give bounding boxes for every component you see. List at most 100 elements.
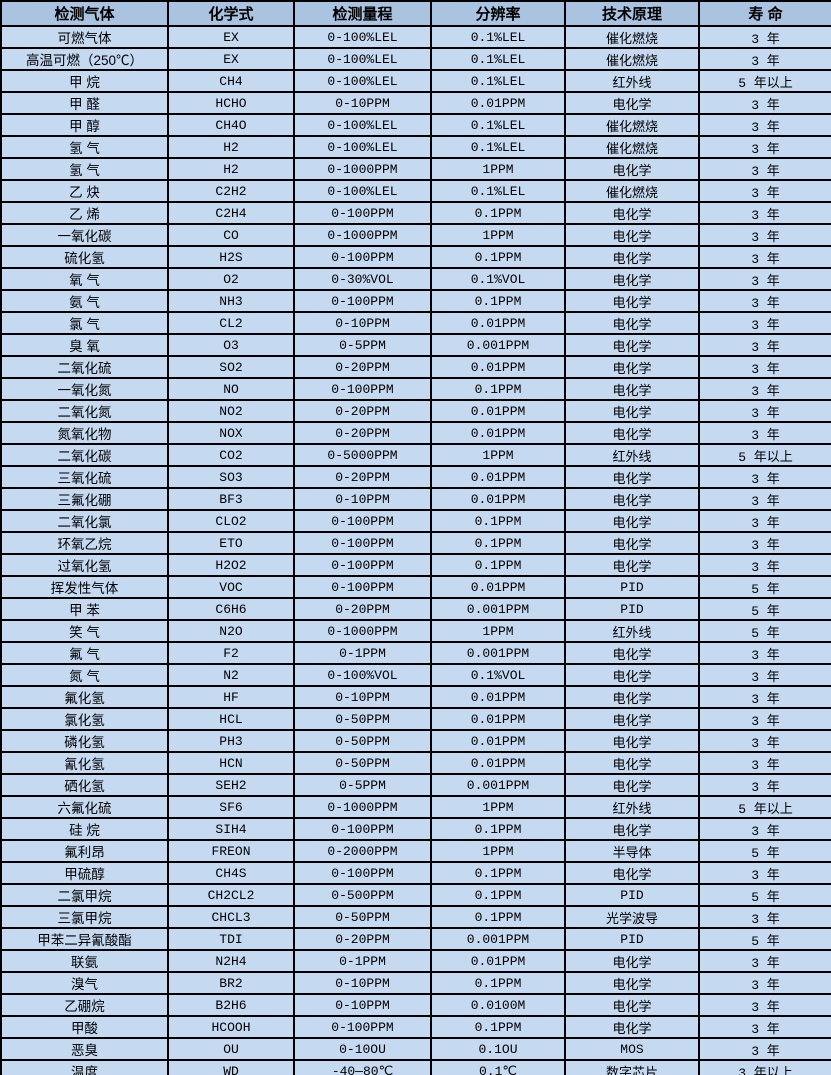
cell-resolution: 0.01PPM [430,399,566,423]
cell-principle: 电化学 [564,1015,700,1039]
cell-resolution: 0.1%VOL [430,267,566,291]
cell-resolution: 1PPM [430,223,566,247]
cell-resolution: 0.1%LEL [430,113,566,137]
cell-gas: 三氧化硫 [0,465,169,489]
cell-gas: 氯 气 [0,311,169,335]
cell-resolution: 0.1PPM [430,817,566,841]
cell-resolution: 0.1%LEL [430,69,566,93]
cell-gas: 甲 烷 [0,69,169,93]
cell-lifespan: 3 年 [698,465,831,489]
cell-range: 0-10PPM [293,993,432,1017]
cell-principle: 电化学 [564,465,700,489]
cell-gas: 过氧化氢 [0,553,169,577]
cell-formula: CL2 [167,311,295,335]
table-row: 乙 炔 C2H2 0-100%LEL 0.1%LEL 催化燃烧 3 年 [0,179,831,203]
cell-formula: NH3 [167,289,295,313]
cell-formula: TDI [167,927,295,951]
cell-range: 0-1000PPM [293,795,432,819]
cell-principle: 电化学 [564,223,700,247]
cell-gas: 二氯甲烷 [0,883,169,907]
cell-resolution: 0.01PPM [430,355,566,379]
table-row: 氢 气 H2 0-1000PPM 1PPM 电化学 3 年 [0,157,831,181]
table-row: 环氧乙烷 ETO 0-100PPM 0.1PPM 电化学 3 年 [0,531,831,555]
cell-range: 0-50PPM [293,905,432,929]
cell-formula: CLO2 [167,509,295,533]
cell-principle: 电化学 [564,377,700,401]
table-row: 甲酸 HCOOH 0-100PPM 0.1PPM 电化学 3 年 [0,1015,831,1039]
cell-range: 0-500PPM [293,883,432,907]
cell-resolution: 0.01PPM [430,421,566,445]
cell-lifespan: 3 年 [698,333,831,357]
cell-principle: 电化学 [564,641,700,665]
cell-range: 0-100%LEL [293,25,432,49]
table-row: 过氧化氢 H2O2 0-100PPM 0.1PPM 电化学 3 年 [0,553,831,577]
column-header-formula: 化学式 [167,0,295,27]
column-header-principle: 技术原理 [564,0,700,27]
column-header-resolution: 分辨率 [430,0,566,27]
cell-lifespan: 3 年 [698,421,831,445]
table-row: 氮氧化物 NOX 0-20PPM 0.01PPM 电化学 3 年 [0,421,831,445]
cell-principle: 电化学 [564,531,700,555]
cell-range: 0-100%VOL [293,663,432,687]
cell-principle: 电化学 [564,421,700,445]
cell-gas: 一氧化碳 [0,223,169,247]
table-row: 甲 醇 CH4O 0-100%LEL 0.1%LEL 催化燃烧 3 年 [0,113,831,137]
cell-gas: 联氨 [0,949,169,973]
cell-principle: 电化学 [564,157,700,181]
table-row: 二氧化氯 CLO2 0-100PPM 0.1PPM 电化学 3 年 [0,509,831,533]
cell-gas: 二氧化氮 [0,399,169,423]
cell-lifespan: 3 年 [698,223,831,247]
cell-principle: PID [564,927,700,951]
cell-principle: 红外线 [564,443,700,467]
cell-principle: PID [564,597,700,621]
cell-formula: C6H6 [167,597,295,621]
cell-range: 0-100PPM [293,289,432,313]
cell-range: 0-1PPM [293,949,432,973]
cell-principle: 电化学 [564,663,700,687]
cell-lifespan: 5 年 [698,619,831,643]
column-header-range: 检测量程 [293,0,432,27]
cell-formula: HF [167,685,295,709]
cell-resolution: 0.01PPM [430,707,566,731]
cell-gas: 氮 气 [0,663,169,687]
cell-lifespan: 3 年 [698,377,831,401]
cell-formula: C2H2 [167,179,295,203]
cell-formula: H2O2 [167,553,295,577]
cell-resolution: 0.001PPM [430,333,566,357]
cell-principle: 电化学 [564,487,700,511]
table-row: 磷化氢 PH3 0-50PPM 0.01PPM 电化学 3 年 [0,729,831,753]
cell-principle: 电化学 [564,245,700,269]
cell-formula: F2 [167,641,295,665]
cell-lifespan: 3 年 [698,1015,831,1039]
cell-resolution: 0.001PPM [430,927,566,951]
cell-gas: 氰化氢 [0,751,169,775]
cell-lifespan: 5 年以上 [698,443,831,467]
cell-gas: 甲酸 [0,1015,169,1039]
cell-resolution: 0.1PPM [430,509,566,533]
cell-resolution: 1PPM [430,157,566,181]
cell-gas: 恶臭 [0,1037,169,1061]
cell-principle: 电化学 [564,817,700,841]
cell-formula: VOC [167,575,295,599]
table-row: 高温可燃（250℃） EX 0-100%LEL 0.1%LEL 催化燃烧 3 年 [0,47,831,71]
cell-gas: 二氧化碳 [0,443,169,467]
table-row: 联氨 N2H4 0-1PPM 0.01PPM 电化学 3 年 [0,949,831,973]
cell-lifespan: 3 年 [698,949,831,973]
cell-lifespan: 3 年 [698,509,831,533]
cell-range: 0-1PPM [293,641,432,665]
cell-range: 0-10PPM [293,487,432,511]
cell-resolution: 0.1℃ [430,1059,566,1075]
cell-principle: 电化学 [564,355,700,379]
table-row: 二氧化硫 SO2 0-20PPM 0.01PPM 电化学 3 年 [0,355,831,379]
table-row: 三氧化硫 SO3 0-20PPM 0.01PPM 电化学 3 年 [0,465,831,489]
table-row: 二氧化氮 NO2 0-20PPM 0.01PPM 电化学 3 年 [0,399,831,423]
cell-range: 0-20PPM [293,399,432,423]
cell-lifespan: 3 年 [698,993,831,1017]
cell-lifespan: 3 年 [698,135,831,159]
cell-range: 0-100%LEL [293,135,432,159]
table-row: 甲 烷 CH4 0-100%LEL 0.1%LEL 红外线 5 年以上 [0,69,831,93]
cell-lifespan: 3 年 [698,113,831,137]
cell-range: 0-100PPM [293,201,432,225]
table-row: 三氟化硼 BF3 0-10PPM 0.01PPM 电化学 3 年 [0,487,831,511]
